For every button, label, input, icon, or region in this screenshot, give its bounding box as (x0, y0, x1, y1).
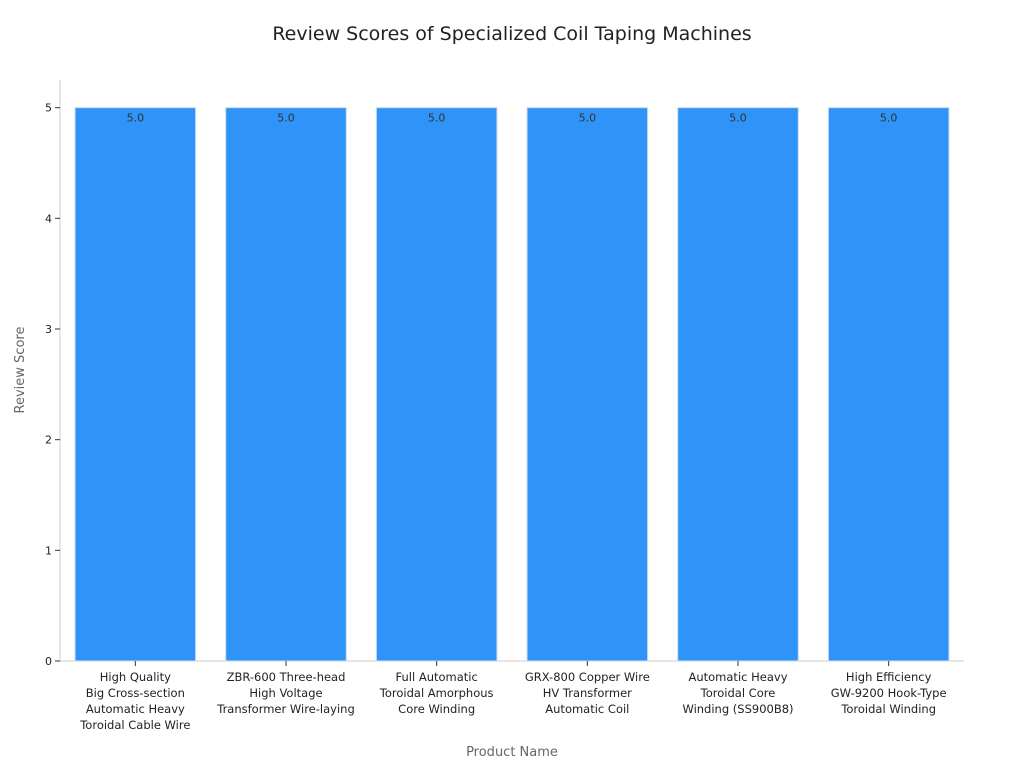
bar (375, 107, 498, 662)
data-label: 5.0 (127, 112, 145, 125)
y-tick-label: 5 (45, 102, 52, 115)
bar (526, 107, 649, 662)
data-label: 5.0 (579, 112, 597, 125)
data-label: 5.0 (428, 112, 446, 125)
y-tick-label: 4 (45, 212, 52, 225)
y-tick-label: 1 (45, 544, 52, 557)
bar (677, 107, 799, 662)
bar (827, 107, 950, 662)
y-tick-label: 2 (45, 434, 52, 447)
data-label: 5.0 (880, 112, 898, 125)
data-label: 5.0 (729, 112, 747, 125)
x-tick-label: High Efficiency GW-9200 Hook-Type Toroidal… (831, 670, 947, 716)
x-tick-label: GRX-800 Copper Wire HV Transformer Automat… (525, 670, 650, 716)
plot-area: 0 1 2 3 4 5 5.0 High Quality Big Cross-section Au… (45, 80, 964, 732)
x-tick-label: Automatic Heavy Toroidal Core Winding (SS9… (682, 670, 793, 716)
y-tick-label: 0 (45, 655, 52, 668)
bar (225, 107, 347, 662)
bar (74, 107, 197, 662)
x-axis-label: Product Name (466, 745, 558, 760)
y-axis-label: Review Score (13, 327, 28, 414)
x-tick-label: ZBR-600 Three-head High Voltage Transforme… (216, 670, 355, 716)
x-tick-label: High Quality Big Cross-section Automatic H… (79, 670, 190, 732)
data-label: 5.0 (277, 112, 295, 125)
x-tick-label: Full Automatic Toroidal Amorphous Core Win… (379, 670, 494, 716)
y-tick-label: 3 (45, 323, 52, 336)
chart-title: Review Scores of Specialized Coil Taping… (272, 23, 751, 45)
